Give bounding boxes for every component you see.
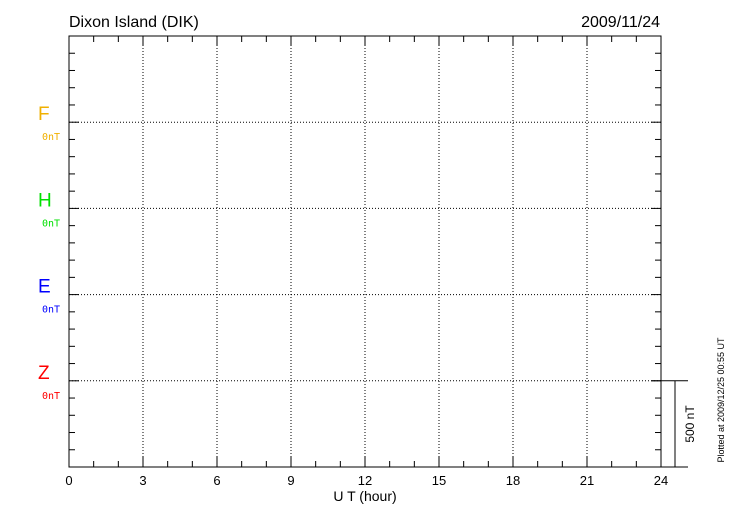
series-baseline-label: 0nT — [42, 391, 60, 402]
series-label-e: E — [38, 277, 51, 298]
x-tick-label: 3 — [139, 473, 146, 488]
chart-date: 2009/11/24 — [581, 14, 660, 31]
series-baseline-label: 0nT — [42, 132, 60, 143]
series-baseline-label: 0nT — [42, 305, 60, 316]
scale-label: 500 nT — [683, 405, 697, 443]
x-tick-label: 12 — [358, 473, 372, 488]
x-tick-label: 24 — [654, 473, 668, 488]
chart-title: Dixon Island (DIK) — [69, 14, 199, 31]
x-tick-label: 18 — [506, 473, 520, 488]
plotted-at-footer: Plotted at 2009/12/25 00:55 UT — [716, 337, 726, 463]
series-label-h: H — [38, 190, 52, 211]
x-tick-label: 15 — [432, 473, 446, 488]
x-tick-label: 0 — [65, 473, 72, 488]
x-tick-label: 6 — [213, 473, 220, 488]
series-baseline-label: 0nT — [42, 218, 60, 229]
series-label-z: Z — [38, 363, 50, 384]
x-tick-label: 9 — [287, 473, 294, 488]
x-tick-label: 21 — [580, 473, 594, 488]
x-axis-label: U T (hour) — [333, 488, 396, 504]
series-label-f: F — [38, 104, 50, 125]
